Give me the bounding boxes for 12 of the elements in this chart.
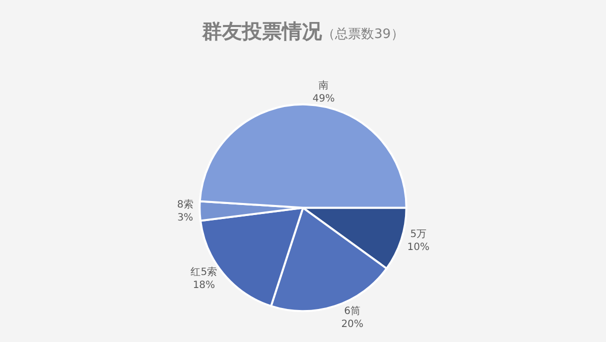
slice-label: 南 — [318, 79, 329, 92]
data-label: 3% — [177, 212, 194, 224]
slice-label: 8索 — [177, 198, 194, 211]
data-label: 10% — [407, 242, 430, 253]
data-label: 49% — [312, 93, 335, 104]
slice-label: 6筒 — [344, 304, 360, 317]
chart-subtitle: （总票数39） — [322, 26, 404, 42]
slice-label: 5万 — [410, 228, 427, 240]
chart-title: 群友投票情况 — [201, 18, 324, 43]
slice-label: 红5索 — [190, 266, 218, 278]
data-label: 18% — [192, 280, 216, 292]
data-label: 20% — [341, 318, 364, 330]
